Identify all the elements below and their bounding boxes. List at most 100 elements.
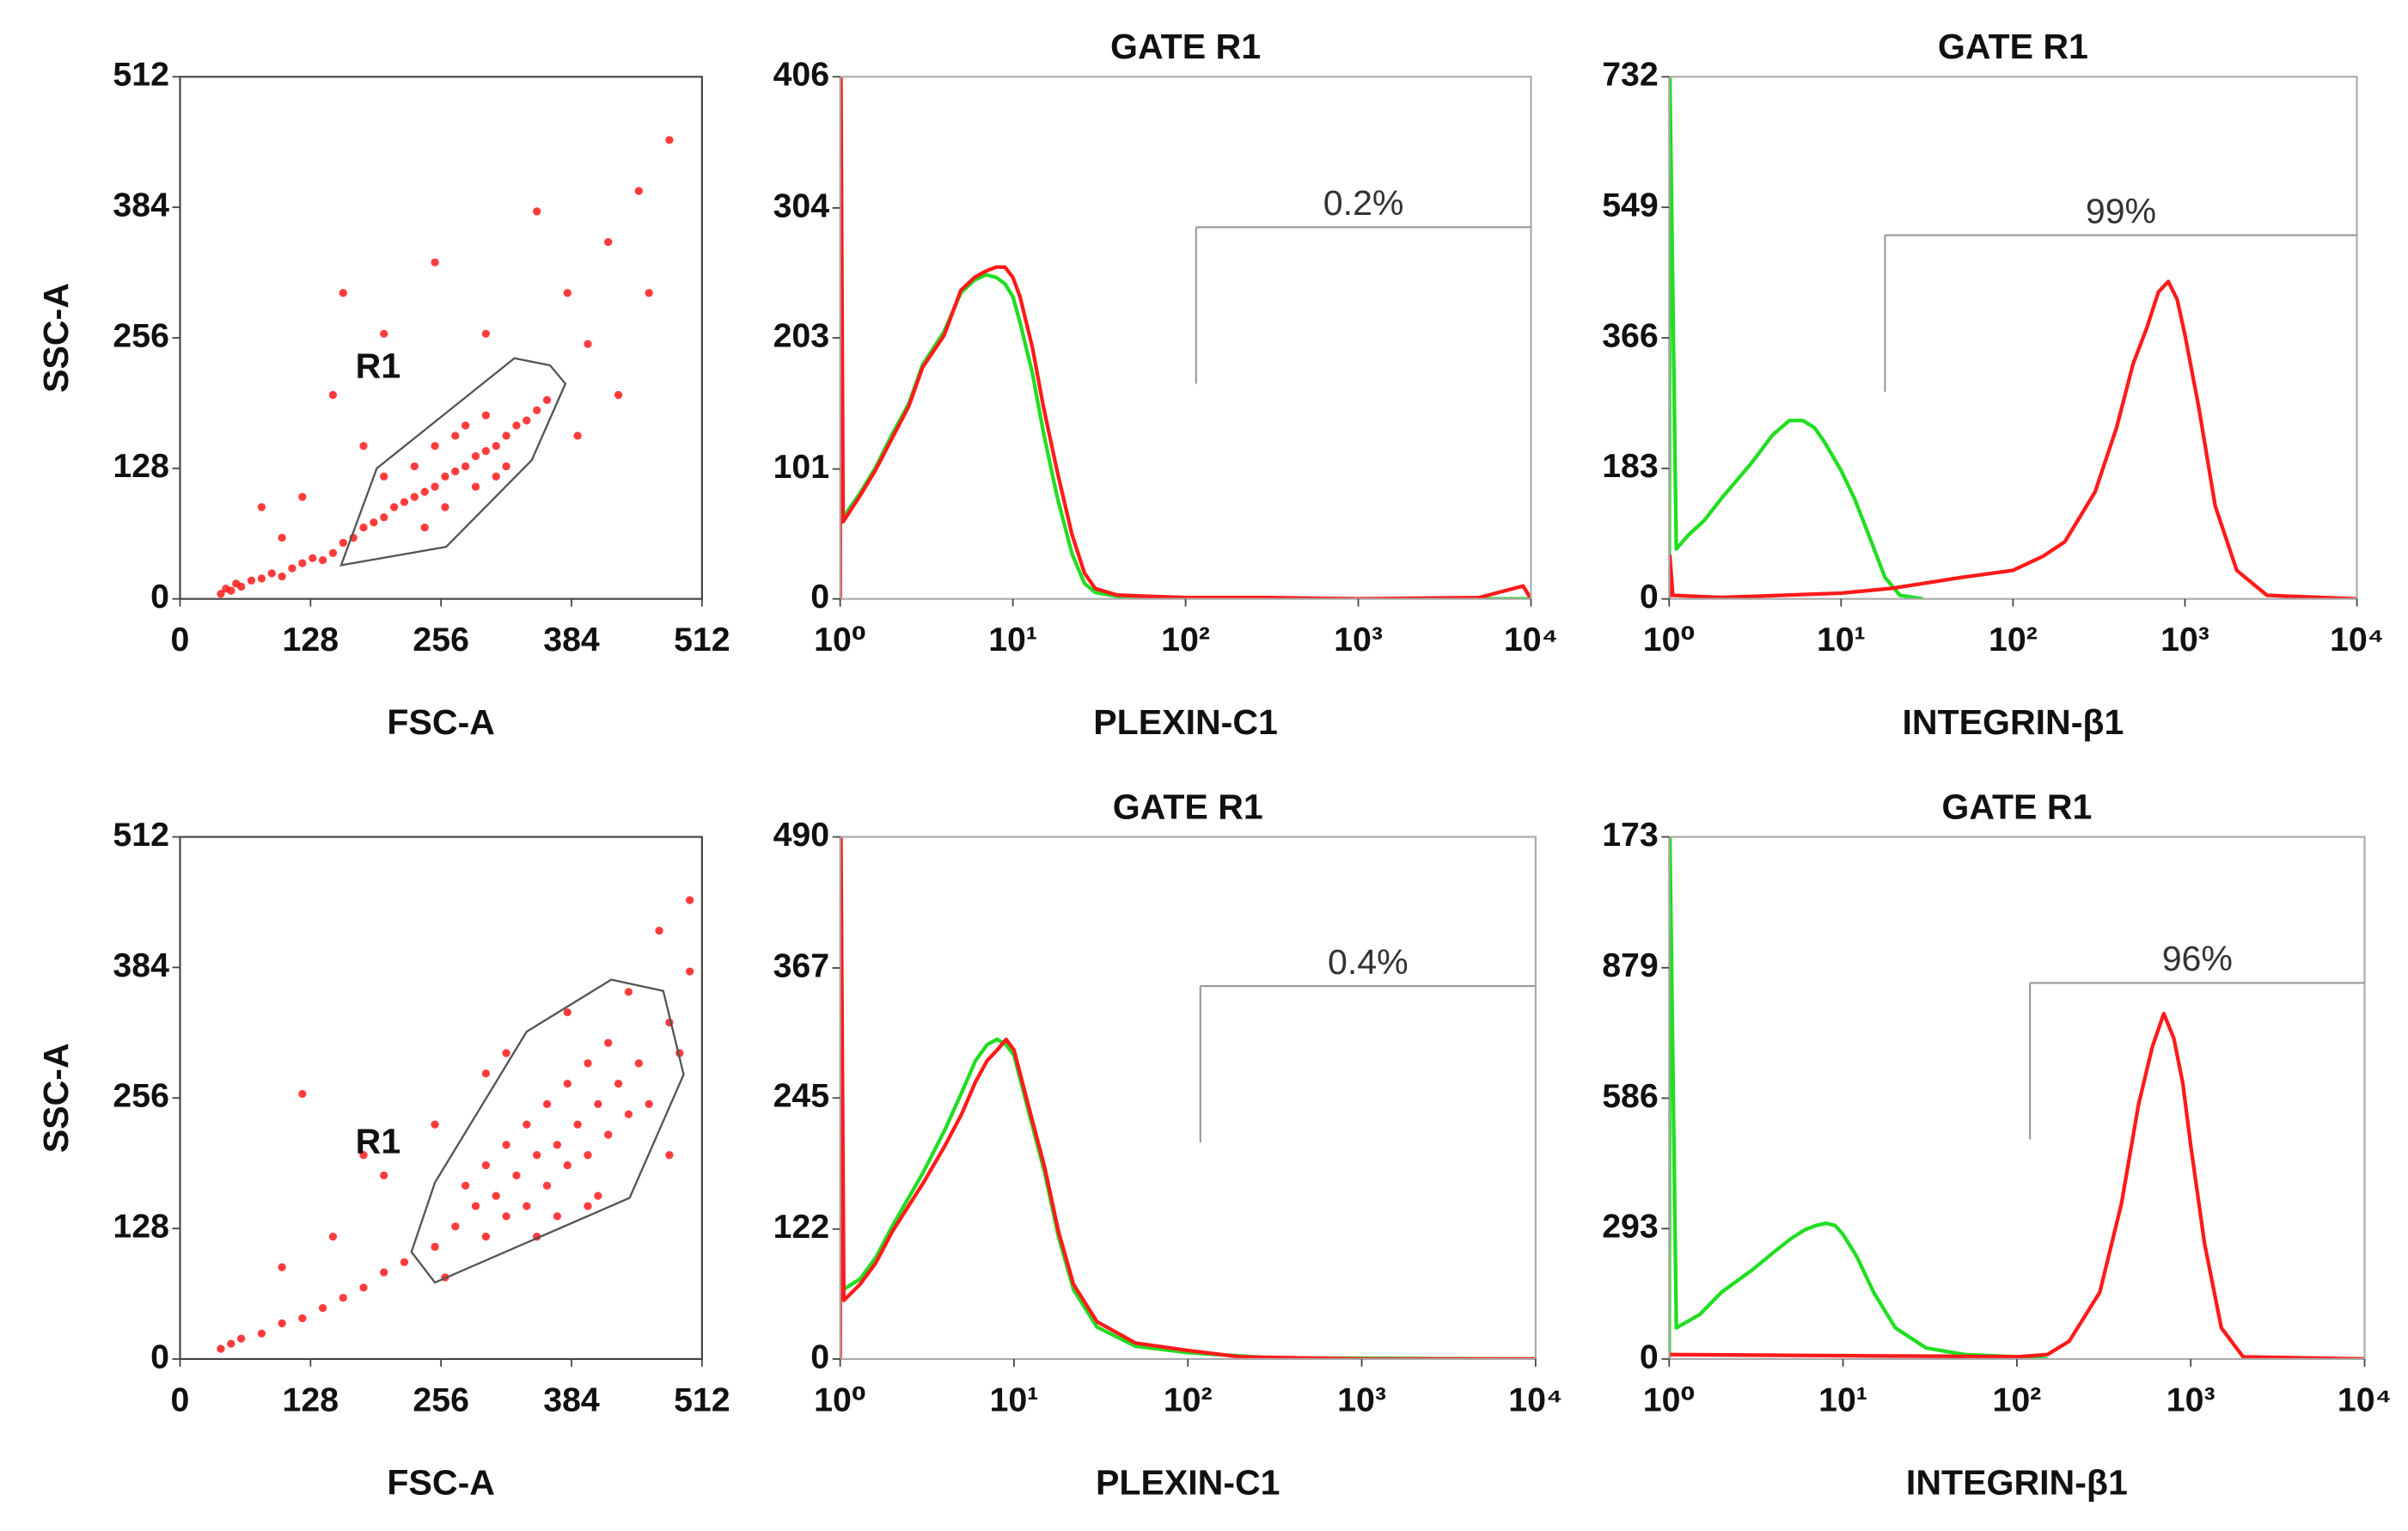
event-dot (370, 518, 378, 527)
y-tick-label: 0 (1640, 578, 1659, 615)
event-dot (584, 340, 592, 348)
event-dot (431, 258, 439, 266)
event-dot (624, 1110, 633, 1118)
event-dot (512, 421, 521, 430)
y-tick-label: 256 (113, 1077, 169, 1115)
event-dot (431, 442, 439, 450)
event-dot (431, 482, 439, 491)
event-dot (359, 1151, 368, 1160)
event-dot (339, 538, 347, 548)
event-dot (563, 1079, 571, 1088)
event-dot (257, 503, 266, 511)
event-dot (400, 498, 409, 506)
event-dot (278, 1319, 286, 1328)
event-dot (523, 1120, 531, 1129)
y-tick-label: 879 (1602, 946, 1659, 984)
event-dot (328, 390, 338, 400)
event-dot (502, 432, 510, 440)
event-dot (441, 472, 449, 481)
y-tick-label: 122 (773, 1208, 830, 1246)
histogram-line (840, 836, 1536, 1359)
x-tick-label: 10³ (1337, 1381, 1386, 1418)
event-dot (604, 1130, 613, 1139)
x-tick-label: 10⁰ (1643, 621, 1696, 658)
event-dot (481, 411, 491, 419)
histogram-line (1669, 77, 1924, 599)
x-tick-label: 10⁰ (814, 621, 866, 658)
event-dot (227, 586, 235, 595)
event-dot (359, 1283, 368, 1292)
x-tick-label: 10¹ (990, 1381, 1039, 1418)
x-axis-title: PLEXIN-C1 (1096, 1462, 1280, 1502)
y-tick-label: 384 (113, 187, 169, 224)
y-tick-label: 0 (1640, 1338, 1659, 1375)
plot-area (1669, 836, 2365, 1359)
event-dot (685, 896, 694, 904)
x-tick-label: 384 (543, 1381, 600, 1418)
x-tick-label: 384 (543, 621, 600, 658)
y-tick-label: 203 (773, 316, 830, 354)
x-tick-label: 10² (1992, 1381, 2041, 1418)
event-dot (451, 467, 460, 476)
event-dot (278, 1263, 286, 1271)
panel-title: GATE R1 (1110, 27, 1261, 66)
gate-percentage: 99% (2086, 191, 2156, 230)
event-dot (614, 390, 623, 400)
gate-polygon (339, 357, 567, 567)
event-dot (380, 513, 388, 522)
x-tick-label: 10² (1989, 621, 2038, 658)
plot-frame (839, 836, 1537, 1360)
event-dot (523, 1202, 531, 1210)
y-tick-label: 304 (773, 187, 830, 224)
panel-title: GATE R1 (1941, 787, 2092, 826)
event-dot (471, 1202, 480, 1210)
y-tick-label: 406 (773, 56, 830, 94)
x-tick-label: 10² (1161, 621, 1210, 658)
event-dot (594, 1191, 602, 1200)
event-dot (655, 927, 663, 935)
event-dot (217, 590, 225, 598)
event-dot (288, 564, 296, 573)
x-tick-label: 128 (283, 1381, 339, 1418)
gate-label: R1 (356, 1122, 401, 1161)
event-dot (542, 1099, 552, 1109)
event-dot (502, 1049, 510, 1057)
plot-area (217, 896, 694, 1353)
plot-frame (179, 76, 703, 600)
y-tick-label: 0 (810, 1338, 829, 1375)
x-tick-label: 10⁰ (1643, 1381, 1696, 1418)
event-dot (420, 487, 429, 496)
y-tick-label: 366 (1602, 316, 1659, 354)
y-tick-label: 512 (113, 816, 169, 854)
y-tick-label: 0 (150, 1338, 169, 1375)
event-dot (624, 988, 633, 996)
y-tick-label: 183 (1602, 447, 1659, 485)
panel-title: GATE R1 (1113, 787, 1263, 826)
event-dot (604, 1038, 613, 1047)
event-dot (645, 1099, 653, 1109)
gate-percentage: 0.2% (1323, 183, 1404, 223)
y-tick-label: 245 (773, 1077, 830, 1115)
event-dot (645, 289, 653, 297)
event-dot (553, 1141, 562, 1149)
event-dot (533, 1151, 541, 1160)
gate-label: R1 (356, 346, 401, 386)
event-dot (420, 523, 429, 532)
event-dot (451, 432, 460, 440)
x-tick-label: 10³ (2167, 1381, 2215, 1418)
event-dot (584, 1059, 592, 1068)
event-dot (451, 1222, 460, 1231)
event-dot (257, 1329, 266, 1338)
event-dot (227, 1339, 235, 1348)
event-dot (471, 482, 480, 491)
event-dot (481, 1232, 491, 1241)
x-tick-label: 512 (674, 1381, 730, 1418)
histogram-line (1669, 1011, 2365, 1359)
y-tick-label: 128 (113, 447, 169, 485)
event-dot (533, 207, 541, 216)
event-dot (339, 1294, 347, 1302)
gate-polygon (410, 978, 685, 1284)
event-dot (481, 329, 491, 338)
event-dot (298, 559, 307, 567)
event-dot (237, 582, 246, 591)
